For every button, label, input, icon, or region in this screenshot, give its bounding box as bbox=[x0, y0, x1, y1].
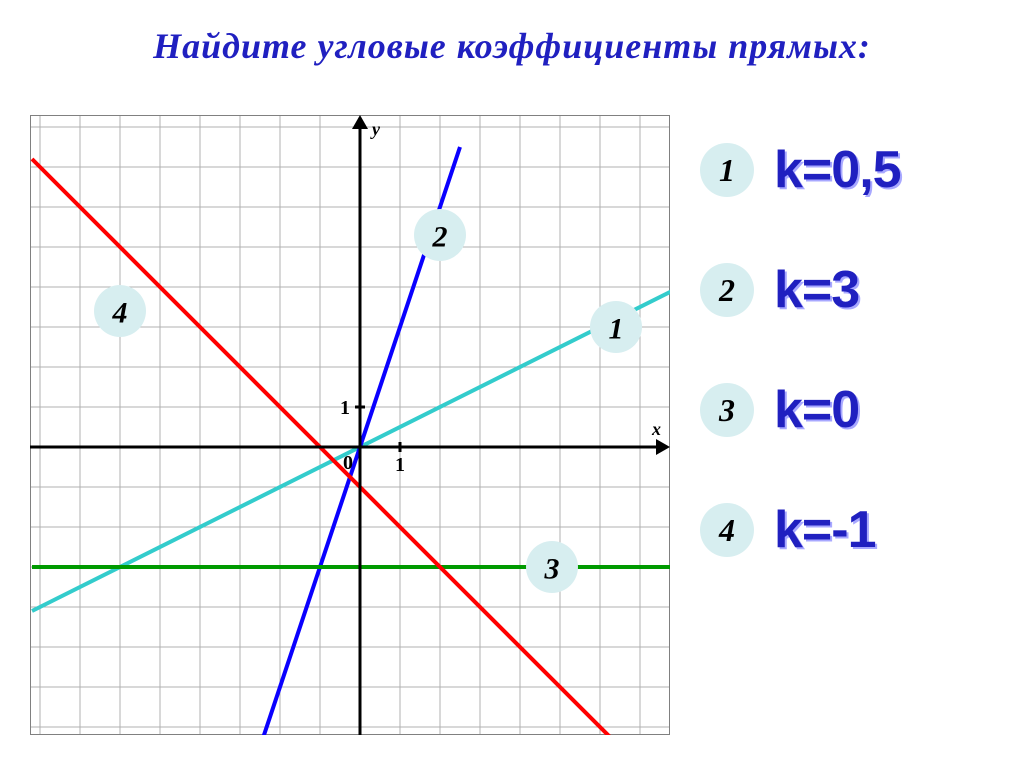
svg-text:1: 1 bbox=[609, 313, 624, 346]
answers-panel: 1 k=0,5 2 k=3 3 k=0 4 k=-1 bbox=[700, 140, 1000, 620]
svg-text:3: 3 bbox=[544, 553, 560, 586]
svg-text:2: 2 bbox=[432, 221, 448, 254]
answer-badge-4: 4 bbox=[700, 503, 754, 557]
answer-row: 3 k=0 bbox=[700, 380, 1000, 440]
svg-text:4: 4 bbox=[112, 297, 128, 330]
answer-text-3: k=0 bbox=[774, 380, 859, 440]
answer-text-1: k=0,5 bbox=[774, 140, 901, 200]
svg-text:x: x bbox=[651, 419, 661, 439]
answer-text-2: k=3 bbox=[774, 260, 859, 320]
answer-row: 4 k=-1 bbox=[700, 500, 1000, 560]
answer-row: 1 k=0,5 bbox=[700, 140, 1000, 200]
answer-row: 2 k=3 bbox=[700, 260, 1000, 320]
answer-text-4: k=-1 bbox=[774, 500, 876, 560]
svg-text:0: 0 bbox=[343, 452, 353, 474]
chart-area: 1 1 0 x y 1 2 3 4 bbox=[30, 115, 670, 735]
answer-badge-3: 3 bbox=[700, 383, 754, 437]
svg-text:y: y bbox=[370, 119, 381, 139]
page-title: Найдите угловые коэффициенты прямых: bbox=[0, 0, 1024, 67]
answer-badge-1: 1 bbox=[700, 143, 754, 197]
answer-badge-2: 2 bbox=[700, 263, 754, 317]
chart-svg: 1 1 0 x y 1 2 3 4 bbox=[30, 115, 670, 735]
svg-text:1: 1 bbox=[340, 397, 350, 419]
svg-text:1: 1 bbox=[395, 454, 405, 476]
